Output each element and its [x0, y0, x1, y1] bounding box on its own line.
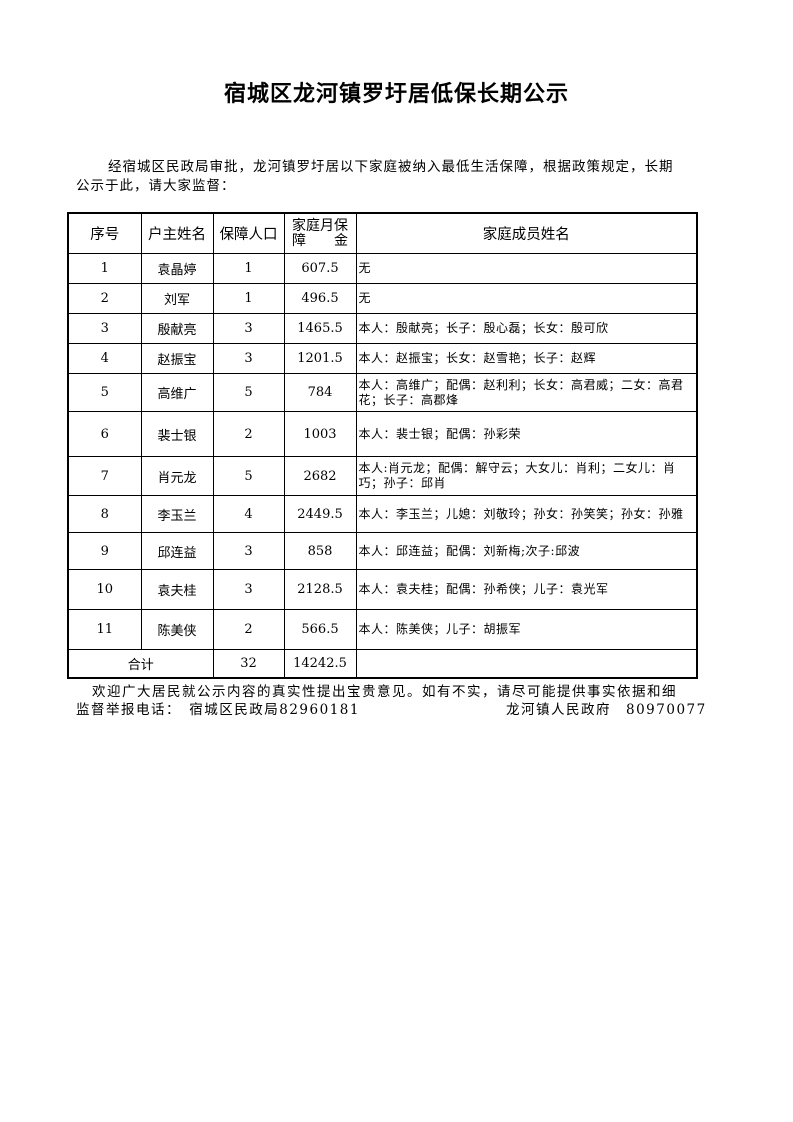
row-head-name: 袁夫桂 [140, 569, 214, 610]
row-amount: 2682 [283, 456, 357, 496]
row-people: 3 [212, 569, 285, 610]
row-amount: 566.5 [283, 609, 357, 650]
row-no: 2 [67, 283, 142, 314]
row-no: 3 [67, 313, 142, 344]
intro-paragraph: 经宿城区民政局审批，龙河镇罗圩居以下家庭被纳入最低生活保障，根据政策规定，长期公… [76, 159, 674, 194]
row-people: 2 [212, 411, 285, 457]
row-members: 本人：赵振宝；长女：赵雪艳；长子：赵辉 [355, 343, 698, 374]
row-amount: 607.5 [283, 253, 357, 284]
header-head: 户主姓名 [140, 212, 214, 254]
row-people: 5 [212, 373, 285, 412]
row-no: 7 [67, 456, 142, 496]
row-no: 5 [67, 373, 142, 412]
row-no: 6 [67, 411, 142, 457]
row-amount: 858 [283, 532, 357, 570]
row-head-name: 赵振宝 [140, 343, 214, 374]
page-title: 宿城区龙河镇罗圩居低保长期公示 [223, 81, 569, 107]
footer-phone-district: 监督举报电话： 宿城区民政局82960181 [76, 702, 360, 718]
row-no: 9 [67, 532, 142, 570]
table-row: 5 高维广 5 784 本人：高维广；配偶：赵利利；长女：高君威；二女：高君花；长子：高… [67, 373, 698, 412]
row-head-name: 裴士银 [140, 411, 214, 457]
row-no: 4 [67, 343, 142, 374]
row-head-name: 袁晶婷 [140, 253, 214, 284]
row-head-name: 陈美侠 [140, 609, 214, 650]
row-no: 1 [67, 253, 142, 284]
total-members [355, 649, 698, 678]
row-members: 本人：裴士银；配偶：孙彩荣 [355, 411, 698, 457]
footer-note: 欢迎广大居民就公示内容的真实性提出宝贵意见。如有不实，请尽可能提供事实依据和细 [92, 684, 677, 700]
footer-phone-town: 龙河镇人民政府 80970077 [506, 702, 707, 718]
header-members: 家庭成员姓名 [355, 212, 698, 254]
row-amount: 1465.5 [283, 313, 357, 344]
row-people: 5 [212, 456, 285, 496]
total-people: 32 [212, 649, 285, 678]
header-amount: 家庭月保障 金 [283, 212, 357, 254]
row-amount: 496.5 [283, 283, 357, 314]
row-members: 本人：李玉兰；儿媳：刘敬玲；孙女：孙笑笑；孙女：孙雅 [355, 495, 698, 533]
row-amount: 784 [283, 373, 357, 412]
row-members: 本人：陈美侠；儿子：胡振军 [355, 609, 698, 650]
table-row: 9 邱连益 3 858 本人：邱连益；配偶：刘新梅;次子:邱波 [67, 532, 698, 570]
row-people: 3 [212, 532, 285, 570]
row-head-name: 邱连益 [140, 532, 214, 570]
table-row: 7 肖元龙 5 2682 本人:肖元龙；配偶：解守云；大女儿：肖利；二女儿：肖巧；孙子：… [67, 456, 698, 496]
assistance-table: 序号 户主姓名 保障人口 家庭月保障 金 家庭成员姓名 1 袁晶婷 1 607.5 无 2… [67, 212, 698, 679]
header-people: 保障人口 [212, 212, 285, 254]
row-members: 本人:肖元龙；配偶：解守云；大女儿：肖利；二女儿：肖巧；孙子：邱肖 [355, 456, 698, 496]
header-amount-line2: 障 金 [292, 232, 348, 249]
row-members: 本人：袁夫桂；配偶：孙希侠；儿子：袁光军 [355, 569, 698, 610]
table-row: 3 殷献亮 3 1465.5 本人：殷献亮；长子：殷心磊；长女：殷可欣 [67, 313, 698, 344]
table-row: 10 袁夫桂 3 2128.5 本人：袁夫桂；配偶：孙希侠；儿子：袁光军 [67, 569, 698, 610]
row-members: 无 [355, 283, 698, 314]
row-head-name: 殷献亮 [140, 313, 214, 344]
header-amount-line1: 家庭月保 [292, 217, 348, 234]
row-people: 2 [212, 609, 285, 650]
row-members: 本人：殷献亮；长子：殷心磊；长女：殷可欣 [355, 313, 698, 344]
row-members: 本人：高维广；配偶：赵利利；长女：高君威；二女：高君花；长子：高郡烽 [355, 373, 698, 412]
row-members: 本人：邱连益；配偶：刘新梅;次子:邱波 [355, 532, 698, 570]
row-amount: 1003 [283, 411, 357, 457]
row-people: 1 [212, 283, 285, 314]
table-row: 1 袁晶婷 1 607.5 无 [67, 253, 698, 284]
row-amount: 1201.5 [283, 343, 357, 374]
total-row: 合计 32 14242.5 [67, 649, 698, 678]
row-amount: 2449.5 [283, 495, 357, 533]
row-people: 3 [212, 313, 285, 344]
row-no: 8 [67, 495, 142, 533]
row-people: 4 [212, 495, 285, 533]
table-row: 8 李玉兰 4 2449.5 本人：李玉兰；儿媳：刘敬玲；孙女：孙笑笑；孙女：孙雅 [67, 495, 698, 533]
total-label: 合计 [67, 649, 214, 678]
row-head-name: 刘军 [140, 283, 214, 314]
table-row: 4 赵振宝 3 1201.5 本人：赵振宝；长女：赵雪艳；长子：赵辉 [67, 343, 698, 374]
row-no: 10 [67, 569, 142, 610]
row-head-name: 高维广 [140, 373, 214, 412]
row-members: 无 [355, 253, 698, 284]
row-head-name: 李玉兰 [140, 495, 214, 533]
table-row: 11 陈美侠 2 566.5 本人：陈美侠；儿子：胡振军 [67, 609, 698, 650]
header-no: 序号 [67, 212, 142, 254]
table-row: 6 裴士银 2 1003 本人：裴士银；配偶：孙彩荣 [67, 411, 698, 457]
header-row: 序号 户主姓名 保障人口 家庭月保障 金 家庭成员姓名 [67, 212, 698, 254]
row-people: 3 [212, 343, 285, 374]
row-no: 11 [67, 609, 142, 650]
row-amount: 2128.5 [283, 569, 357, 610]
row-people: 1 [212, 253, 285, 284]
row-head-name: 肖元龙 [140, 456, 214, 496]
table-row: 2 刘军 1 496.5 无 [67, 283, 698, 314]
total-amount: 14242.5 [283, 649, 357, 678]
